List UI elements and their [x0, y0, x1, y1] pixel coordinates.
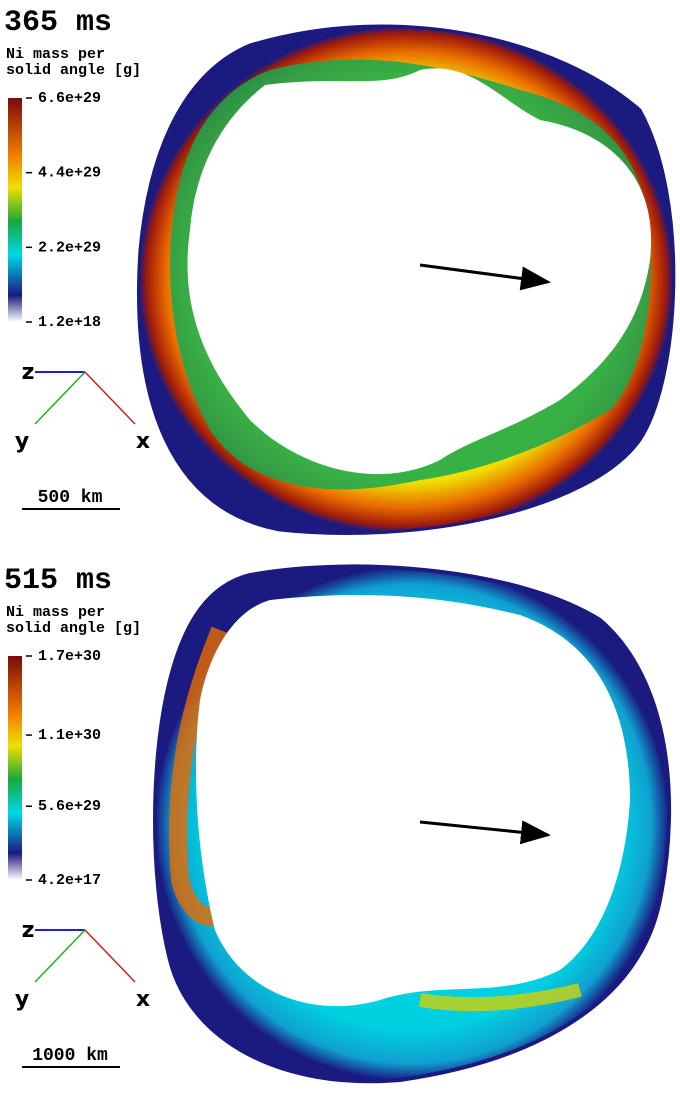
direction-arrow	[419, 820, 551, 845]
axis-label: y	[15, 987, 29, 1012]
colorbar-tick-label: 6.6e+29	[38, 90, 101, 107]
axis-label: y	[15, 429, 29, 454]
axis-x	[84, 371, 136, 425]
colorbar-title: solid angle [g]	[6, 620, 141, 637]
axis-label: x	[136, 987, 150, 1012]
scale-label: 500 km	[38, 488, 103, 508]
colorbar-title: Ni mass per	[6, 46, 105, 63]
colorbar	[8, 656, 22, 880]
time-label: 365 ms	[4, 6, 112, 40]
colorbar-tick-label: 4.2e+17	[38, 872, 101, 889]
field-panel-1	[137, 24, 676, 535]
colorbar-tick-label: 2.2e+29	[38, 239, 101, 256]
axis-label: x	[136, 429, 150, 454]
colorbar-tick-label: 4.4e+29	[38, 165, 101, 182]
colorbar	[8, 98, 22, 322]
field-panel-2	[153, 564, 672, 1084]
colorbar-title: solid angle [g]	[6, 62, 141, 79]
direction-arrow	[419, 263, 551, 291]
axis-x	[84, 929, 136, 983]
colorbar-tick-label: 5.6e+29	[38, 798, 101, 815]
axis-y	[34, 371, 86, 425]
time-label: 515 ms	[4, 564, 112, 598]
colorbar-title: Ni mass per	[6, 604, 105, 621]
axis-label: z	[22, 918, 35, 943]
colorbar-tick-label: 1.7e+30	[38, 648, 101, 665]
scale-label: 1000 km	[32, 1046, 108, 1066]
colorbar-tick-label: 1.2e+18	[38, 314, 101, 331]
colorbar-tick-label: 1.1e+30	[38, 727, 101, 744]
axis-label: z	[22, 360, 35, 385]
axis-y	[34, 929, 86, 983]
